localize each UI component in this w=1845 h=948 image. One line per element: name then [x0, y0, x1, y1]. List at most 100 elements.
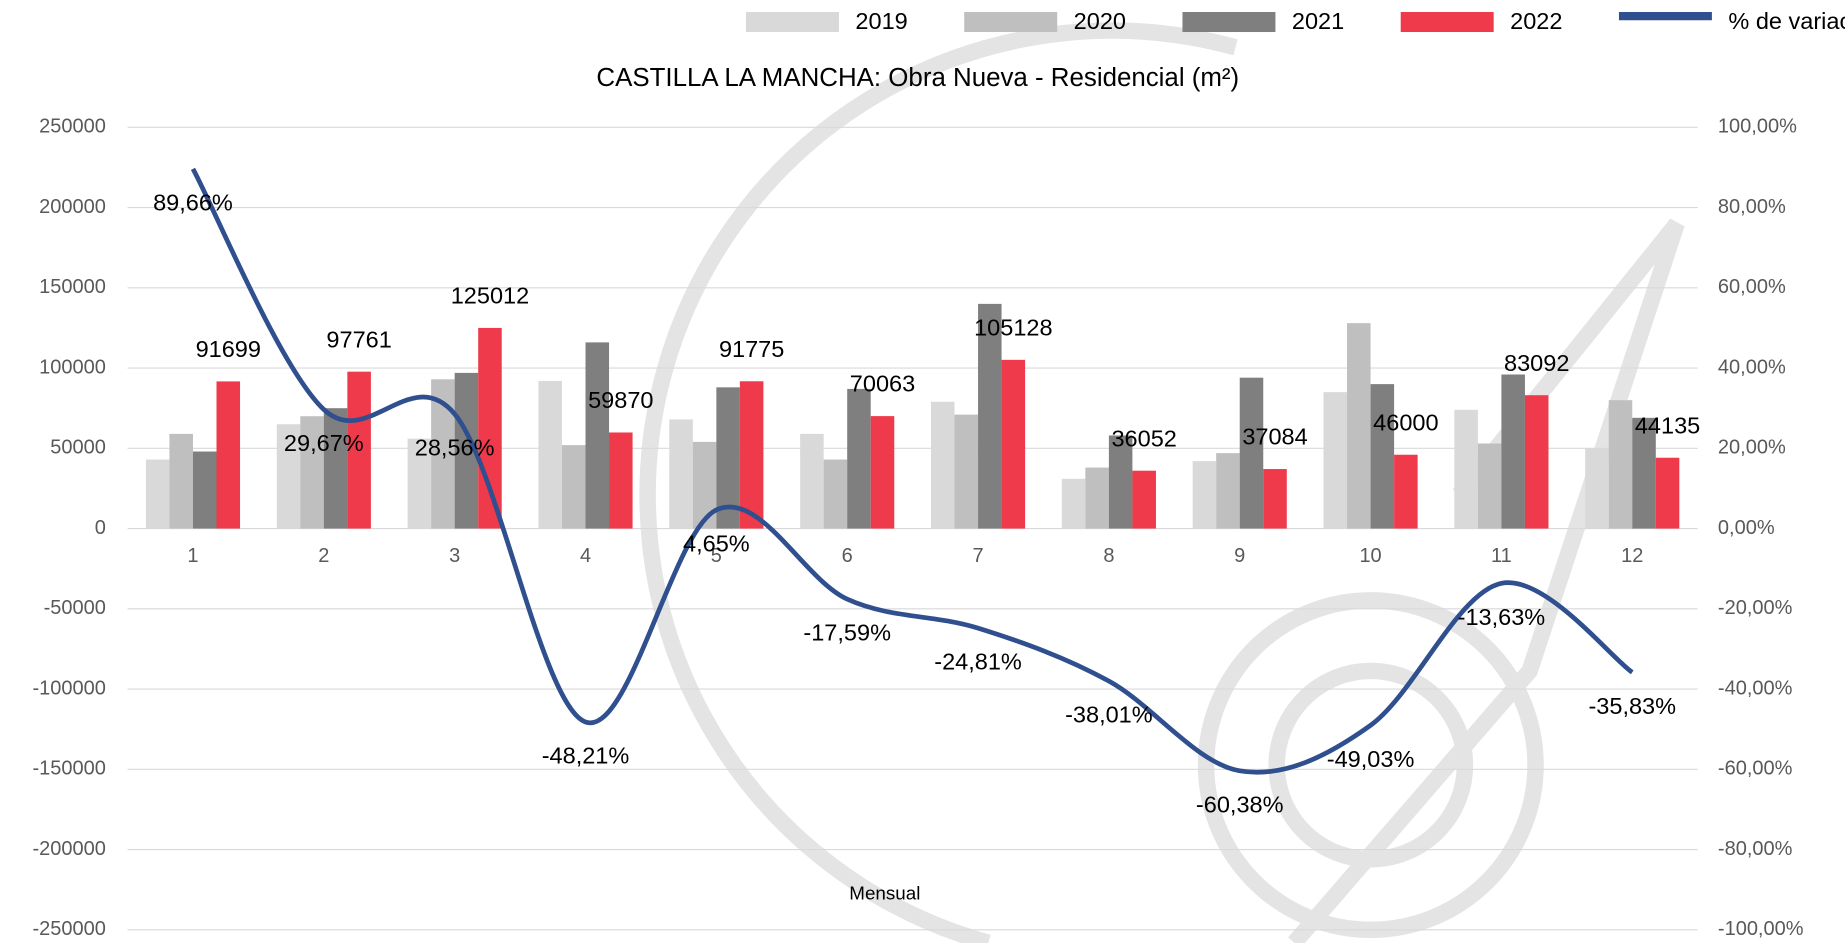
- legend-label: 2020: [1074, 8, 1126, 34]
- bar: [1347, 323, 1371, 529]
- bar: [192, 451, 217, 529]
- legend-label: 2021: [1292, 8, 1344, 34]
- legend-label: 2019: [855, 8, 907, 34]
- data-label: 70063: [850, 371, 915, 397]
- data-label: 44135: [1635, 412, 1700, 438]
- line-label: -13,63%: [1458, 604, 1546, 630]
- line-label: -35,83%: [1588, 693, 1676, 719]
- y2-tick-label: -60,00%: [1718, 758, 1793, 780]
- bar: [823, 459, 848, 529]
- bar: [978, 303, 1002, 529]
- y-tick-label: 150000: [39, 276, 106, 298]
- bar: [454, 372, 479, 529]
- bar: [561, 445, 586, 529]
- x-tick-label: 4: [580, 545, 591, 567]
- bar: [347, 371, 371, 529]
- line: [190, 167, 1634, 775]
- y2-tick-label: 0,00%: [1718, 517, 1775, 539]
- bar: [739, 381, 764, 529]
- bar: [954, 414, 979, 529]
- bar: [609, 432, 633, 529]
- bar: [1085, 467, 1109, 529]
- bar: [1132, 470, 1156, 529]
- bar: [930, 401, 955, 529]
- y-tick-label: -100000: [32, 677, 105, 699]
- bar: [870, 416, 895, 529]
- data-label: 36052: [1111, 425, 1176, 451]
- bar: [1323, 392, 1348, 529]
- legend-swatch: [1182, 12, 1276, 33]
- bar: [1632, 417, 1656, 529]
- x-tick-label: 5: [711, 545, 722, 567]
- legend-swatch: [746, 12, 839, 33]
- legend-swatch: [1400, 12, 1494, 33]
- x-tick-label: 9: [1234, 545, 1245, 567]
- y2-tick-label: -40,00%: [1718, 677, 1793, 699]
- bar: [276, 424, 301, 529]
- bar: [1263, 469, 1287, 529]
- y2-tick-label: -20,00%: [1718, 597, 1793, 619]
- x-tick-label: 11: [1491, 545, 1512, 567]
- line-label: -38,01%: [1065, 702, 1153, 728]
- y-tick-label: -50000: [44, 597, 106, 619]
- data-label: 37084: [1242, 424, 1307, 450]
- line-label: 28,56%: [415, 434, 495, 460]
- bar: [1524, 395, 1549, 529]
- bar: [538, 380, 562, 529]
- y2-tick-label: 40,00%: [1718, 356, 1786, 378]
- bar: [1454, 409, 1478, 529]
- y-tick-label: 100000: [39, 356, 106, 378]
- bar: [692, 441, 717, 529]
- data-label: 83092: [1504, 350, 1569, 376]
- bar: [1585, 448, 1609, 529]
- legend-label: % de variación: [1728, 8, 1845, 34]
- bar: [300, 416, 324, 529]
- bar: [1370, 384, 1395, 529]
- x-tick-label: 10: [1359, 545, 1381, 567]
- line-label: 29,67%: [284, 430, 364, 456]
- data-label: 91775: [719, 336, 784, 362]
- bar: [847, 388, 871, 529]
- chart-title: CASTILLA LA MANCHA: Obra Nueva - Residen…: [596, 64, 1239, 92]
- bar: [323, 408, 348, 529]
- y-tick-label: -200000: [32, 838, 105, 860]
- data-label: 97761: [326, 326, 391, 352]
- y2-tick-label: 20,00%: [1718, 437, 1786, 459]
- bar: [216, 381, 241, 529]
- y-tick-label: -150000: [32, 758, 105, 780]
- bar: [585, 342, 610, 529]
- data-label: 59870: [588, 387, 653, 413]
- legend-label: 2022: [1510, 8, 1562, 34]
- bar: [407, 438, 432, 529]
- bar: [1239, 377, 1264, 529]
- y-tick-label: 200000: [39, 196, 106, 218]
- bar: [1108, 435, 1133, 529]
- y-tick-label: -250000: [32, 918, 105, 940]
- bar: [1501, 374, 1525, 529]
- x-tick-label: 6: [842, 545, 853, 567]
- y2-tick-label: -100,00%: [1718, 918, 1804, 940]
- bar: [1655, 457, 1680, 529]
- bar: [169, 433, 193, 529]
- data-label: 105128: [974, 314, 1052, 340]
- bar: [1061, 478, 1086, 529]
- bar: [431, 379, 455, 529]
- bar: [478, 327, 502, 529]
- bar: [1216, 453, 1240, 529]
- bar: [1477, 443, 1502, 529]
- line-label: -49,03%: [1327, 746, 1415, 772]
- y2-tick-label: 100,00%: [1718, 116, 1797, 138]
- bar: [145, 459, 170, 529]
- y2-tick-label: 80,00%: [1718, 196, 1786, 218]
- legend-swatch: [964, 12, 1058, 33]
- x-tick-label: 7: [972, 545, 983, 567]
- bar: [716, 387, 740, 529]
- data-label: 46000: [1373, 409, 1438, 435]
- bar: [669, 419, 693, 529]
- y-tick-label: 50000: [50, 437, 106, 459]
- x-tick-label: 12: [1621, 545, 1643, 567]
- x-tick-label: 1: [187, 545, 198, 567]
- line-label: -17,59%: [803, 620, 891, 646]
